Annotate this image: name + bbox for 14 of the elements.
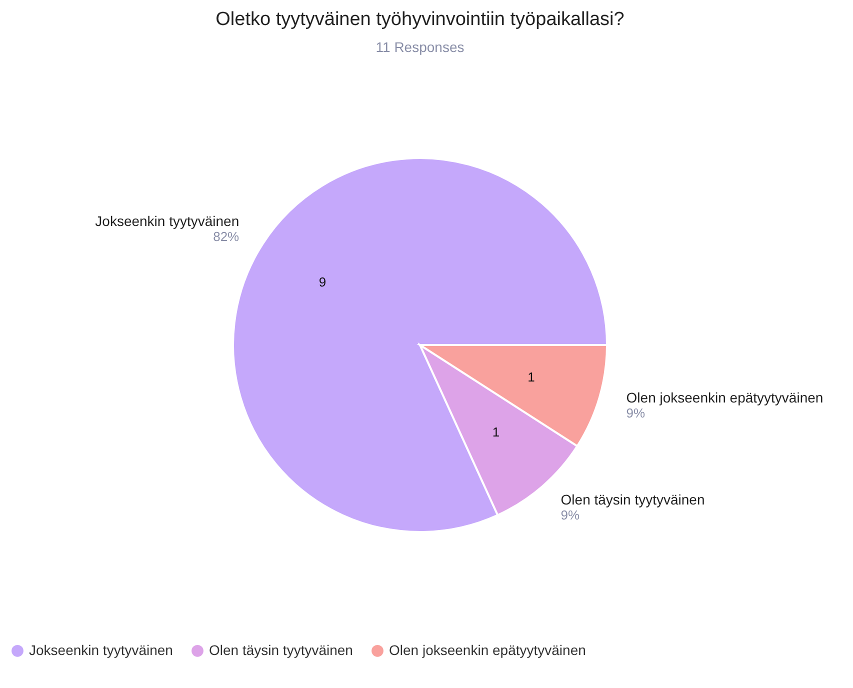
slice-label: Jokseenkin tyytyväinen — [95, 212, 240, 229]
text: 9% — [560, 507, 580, 522]
legend-label: Jokseenkin tyytyväinen — [29, 642, 173, 658]
slice-label: Olen jokseenkin epätyytyväinen — [626, 390, 824, 406]
data-label: 1 — [528, 370, 535, 385]
chart-title: Oletko tyytyväinen työhyvinvointiin työpaikallasi? — [216, 9, 624, 30]
chart-subtitle: 11 Responses — [376, 39, 464, 55]
legend-label: Olen jokseenkin epätyytyväinen — [389, 642, 586, 658]
data-label: 1 — [492, 424, 500, 440]
text: 82% — [213, 228, 240, 244]
text: 9% — [626, 406, 646, 421]
legend-label: Olen täysin tyytyväinen — [209, 642, 353, 658]
data-label: 9 — [318, 274, 326, 290]
slice-label: Olen täysin tyytyväinen — [560, 491, 705, 508]
